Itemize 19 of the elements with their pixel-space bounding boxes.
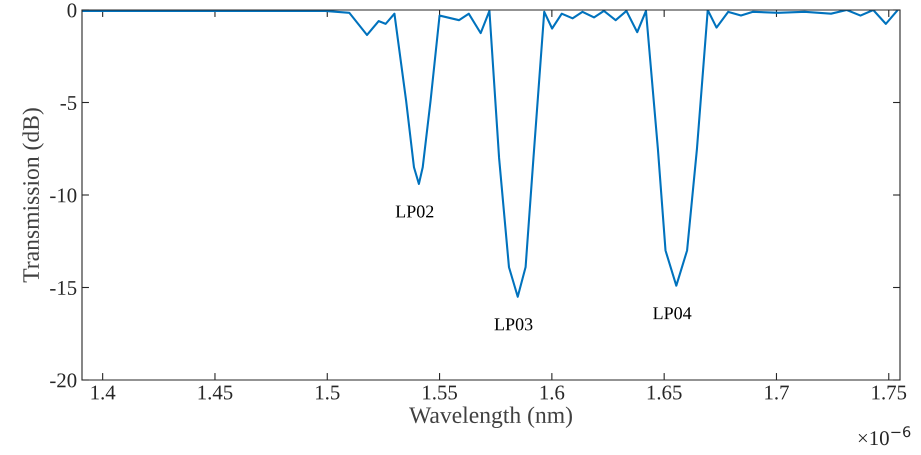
x-tick-label: 1.65 xyxy=(648,386,682,400)
x-tick-label: 1.45 xyxy=(198,386,232,400)
y-tick-label: -10 xyxy=(50,188,76,202)
y-tick-label: -15 xyxy=(50,280,76,295)
y-axis-title: Transmission (dB) xyxy=(22,108,44,282)
y-tick-label: 0 xyxy=(68,3,76,18)
annotation: LP04 xyxy=(653,307,692,320)
text: ×10$^{−6}$ xyxy=(858,426,910,446)
x-tick-label: 1.7 xyxy=(765,386,789,400)
annotation: LP02 xyxy=(396,205,434,218)
y-tick-label: -5 xyxy=(60,96,76,110)
x-tick-label: 1.5 xyxy=(316,386,340,400)
x-axis-title: Wavelength (nm) xyxy=(409,406,572,428)
y-tick-label: -20 xyxy=(50,373,76,388)
x-tick-label: 1.75 xyxy=(872,386,906,400)
annotation: LP03 xyxy=(494,318,532,330)
x-tick-label: 1.6 xyxy=(540,386,564,400)
x-tick-label: 1.4 xyxy=(91,386,116,400)
x-tick-label: 1.55 xyxy=(423,386,457,400)
